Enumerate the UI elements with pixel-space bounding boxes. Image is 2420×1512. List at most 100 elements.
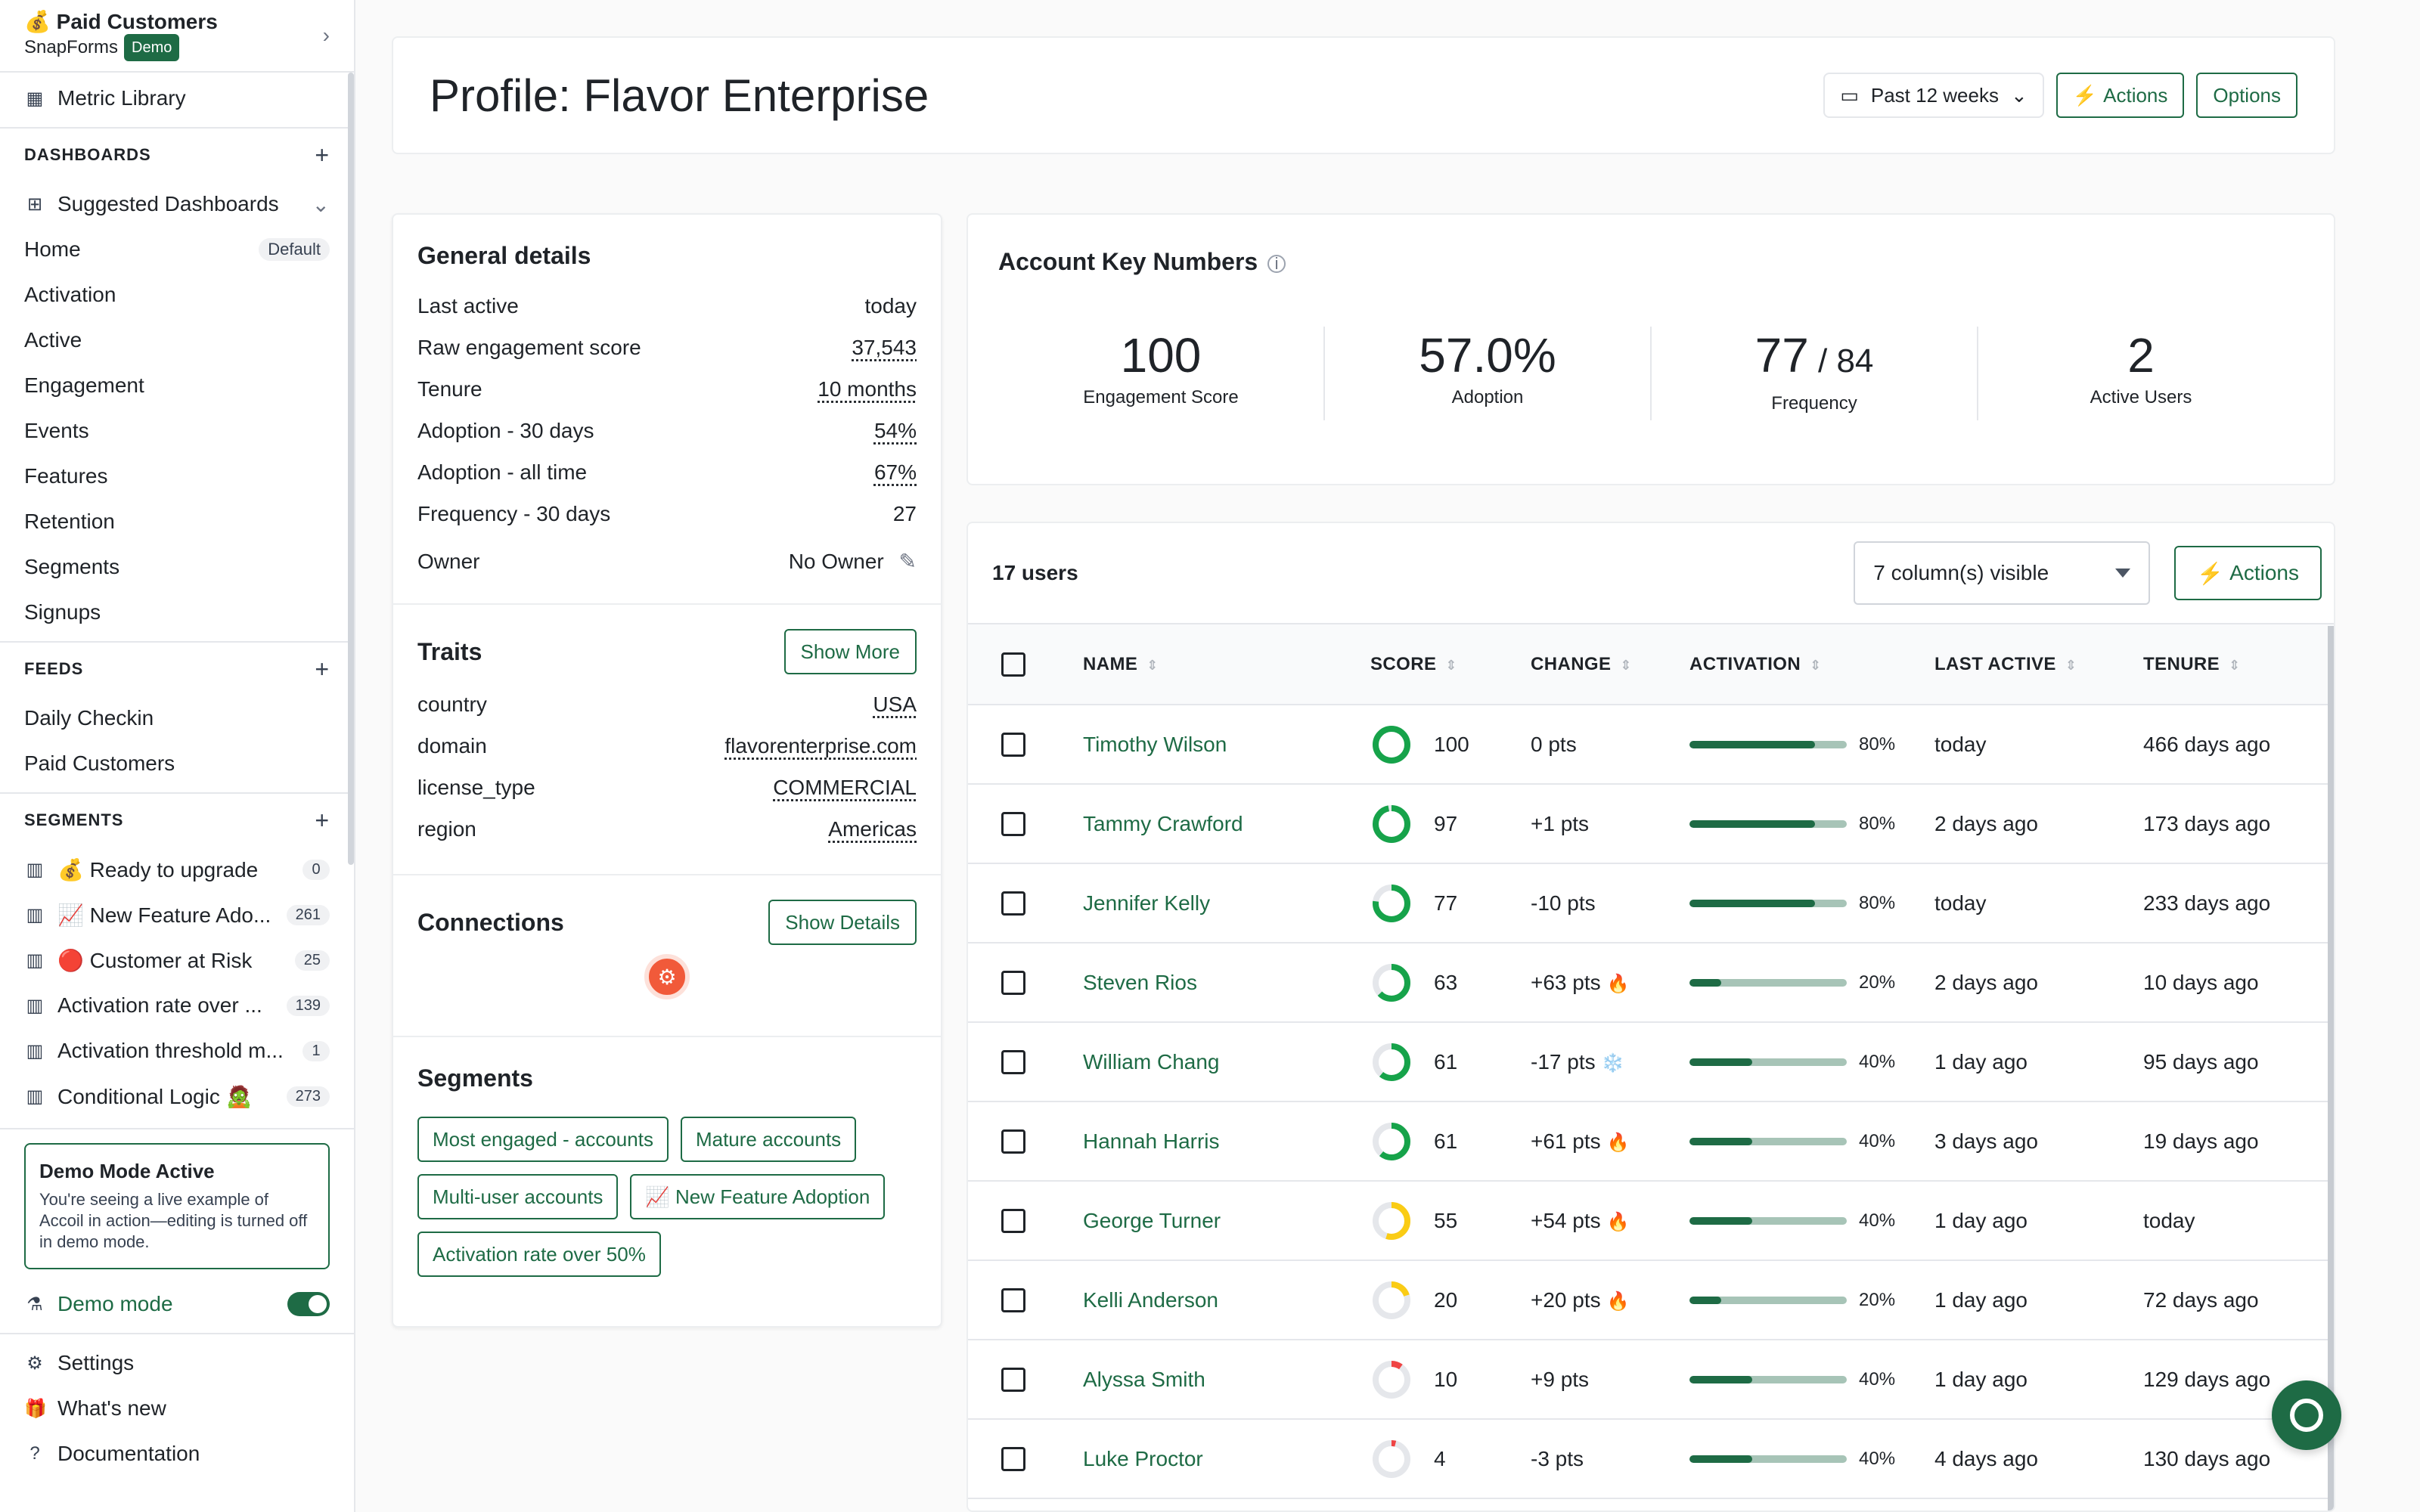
- col-change[interactable]: CHANGE ⇕: [1531, 624, 1689, 705]
- table-scrollbar[interactable]: [2328, 626, 2334, 1510]
- activation-bar: [1689, 1058, 1847, 1066]
- sidebar-item-segment[interactable]: ▥ 📈 New Feature Ado... 261: [0, 892, 354, 937]
- table-row[interactable]: William Chang 61 -17 pts ❄️ 40% 1 day ago 95 d…: [968, 1022, 2334, 1102]
- segments-section-header: SEGMENTS +: [0, 792, 354, 847]
- segment-chip[interactable]: Mature accounts: [680, 1117, 857, 1162]
- sidebar-item-segment[interactable]: ▥ 💰 Ready to upgrade 0: [0, 847, 354, 892]
- row-checkbox[interactable]: [1001, 1447, 1025, 1472]
- hubspot-icon[interactable]: ⚙: [644, 954, 690, 999]
- table-row[interactable]: Kelli Anderson 20 +20 pts 🔥 20% 1 day ago 72 d…: [968, 1260, 2334, 1340]
- segment-chip[interactable]: Activation rate over 50%: [417, 1232, 661, 1277]
- col-last-active[interactable]: LAST ACTIVE ⇕: [1934, 624, 2143, 705]
- workspace-switcher[interactable]: 💰 Paid Customers SnapForms Demo ›: [0, 0, 354, 73]
- demo-mode-toggle[interactable]: [287, 1292, 330, 1316]
- chevron-right-icon: ›: [322, 23, 330, 47]
- sidebar-item-metric-library[interactable]: ▦ Metric Library: [0, 76, 354, 121]
- row-checkbox[interactable]: [1001, 971, 1025, 996]
- table-row[interactable]: Jennifer Kelly 77 -10 pts 80% today 233 days …: [968, 863, 2334, 943]
- segment-chip[interactable]: Most engaged - accounts: [417, 1117, 669, 1162]
- sidebar-item-dashboard[interactable]: Active: [24, 328, 82, 352]
- sidebar-item-feed[interactable]: Daily Checkin: [24, 706, 154, 730]
- sidebar-item-whats-new[interactable]: 🎁 What's new: [24, 1396, 166, 1420]
- user-name-link[interactable]: William Chang: [1083, 1049, 1220, 1074]
- row-checkbox[interactable]: [1001, 1368, 1025, 1393]
- trait-row: domain flavorenterprise.com: [417, 725, 917, 767]
- table-row[interactable]: Luke Proctor 4 -3 pts 40% 4 days ago 130 days…: [968, 1419, 2334, 1499]
- sidebar-item-dashboard[interactable]: Signups: [24, 600, 101, 624]
- segment-chip[interactable]: Multi-user accounts: [417, 1174, 619, 1219]
- sidebar-item-segment[interactable]: ▥ Activation rate over ... 139: [0, 983, 354, 1028]
- key-number: 77 / 84 Frequency: [1652, 327, 1978, 420]
- tenure-value: today: [2143, 1181, 2334, 1261]
- table-row[interactable]: Timothy Wilson 100 0 pts 80% today 466 days a…: [968, 705, 2334, 785]
- detail-row: Last active today: [417, 285, 917, 327]
- date-range-select[interactable]: ▭ Past 12 weeks ⌄: [1823, 73, 2044, 118]
- sidebar-item-dashboard[interactable]: Segments: [24, 555, 120, 578]
- segments-section: Segments Most engaged - accounts Mature a…: [393, 1037, 941, 1301]
- sidebar-scrollbar[interactable]: [348, 73, 354, 865]
- show-details-button[interactable]: Show Details: [768, 900, 917, 945]
- user-name-link[interactable]: Hannah Harris: [1083, 1129, 1220, 1153]
- activation-percent: 40%: [1859, 1368, 1896, 1390]
- sidebar-item-documentation[interactable]: ? Documentation: [0, 1431, 354, 1476]
- sidebar-item-dashboard[interactable]: Retention: [24, 510, 115, 533]
- show-more-button[interactable]: Show More: [783, 629, 917, 674]
- chat-assistant-button[interactable]: [2272, 1380, 2341, 1450]
- sidebar-item-feed[interactable]: Paid Customers: [24, 751, 175, 775]
- row-checkbox[interactable]: [1001, 733, 1025, 758]
- select-all-checkbox[interactable]: [1001, 652, 1025, 677]
- row-checkbox[interactable]: [1001, 1288, 1025, 1313]
- sidebar-item-settings[interactable]: ⚙ Settings: [0, 1340, 354, 1386]
- table-row[interactable]: George Turner 55 +54 pts 🔥 40% 1 day ago today: [968, 1181, 2334, 1261]
- row-checkbox[interactable]: [1001, 891, 1025, 916]
- sidebar-item-segment[interactable]: ▥ Activation threshold m... 1: [0, 1028, 354, 1074]
- sidebar-item-suggested-dashboards[interactable]: ⊞ Suggested Dashboards ⌄: [0, 181, 354, 227]
- header-actions-button[interactable]: ⚡ Actions: [2055, 73, 2185, 118]
- detail-label: Frequency - 30 days: [417, 502, 611, 525]
- user-name-link[interactable]: Steven Rios: [1083, 970, 1197, 994]
- options-button[interactable]: Options: [2196, 73, 2297, 118]
- table-row[interactable]: Steven Rios 63 +63 pts 🔥 20% 2 days ago 10 day…: [968, 943, 2334, 1023]
- edit-pencil-icon[interactable]: ✎: [898, 550, 917, 573]
- sort-icon: ⇕: [1445, 657, 1457, 673]
- key-number-value: 57.0%: [1419, 328, 1556, 383]
- table-row[interactable]: Alyssa Smith 10 +9 pts 40% 1 day ago 129 days…: [968, 1340, 2334, 1420]
- row-checkbox[interactable]: [1001, 1129, 1025, 1154]
- row-checkbox[interactable]: [1001, 812, 1025, 837]
- col-name[interactable]: NAME ⇕: [1083, 624, 1370, 705]
- info-icon[interactable]: i: [1267, 254, 1286, 273]
- row-checkbox[interactable]: [1001, 1209, 1025, 1234]
- col-tenure[interactable]: TENURE ⇕: [2143, 624, 2334, 705]
- sidebar-item-dashboard[interactable]: Features: [24, 464, 108, 488]
- user-name-link[interactable]: Tammy Crawford: [1083, 811, 1243, 835]
- col-activation[interactable]: ACTIVATION ⇕: [1689, 624, 1934, 705]
- sidebar-item-dashboard[interactable]: Home Default: [0, 227, 354, 272]
- sidebar-item-dashboard[interactable]: Activation: [24, 283, 116, 306]
- table-row[interactable]: Tammy Crawford 97 +1 pts 80% 2 days ago 173 d…: [968, 784, 2334, 864]
- user-name-link[interactable]: Jennifer Kelly: [1083, 891, 1211, 915]
- change-value: +54 pts: [1531, 1208, 1601, 1232]
- user-name-link[interactable]: George Turner: [1083, 1208, 1221, 1232]
- add-segment-icon[interactable]: +: [315, 806, 330, 834]
- columns-visible-select[interactable]: 7 column(s) visible: [1854, 541, 2151, 605]
- key-number-suffix: / 84: [1808, 342, 1874, 380]
- user-name-link[interactable]: Alyssa Smith: [1083, 1367, 1205, 1391]
- detail-value: today: [864, 294, 917, 318]
- sidebar-item-segment[interactable]: ▥ 🔴 Customer at Risk 25: [0, 937, 354, 983]
- segment-chip[interactable]: 📈 New Feature Adoption: [630, 1174, 886, 1219]
- row-checkbox[interactable]: [1001, 1050, 1025, 1075]
- score-ring-fill: [1373, 1122, 1410, 1160]
- add-feed-icon[interactable]: +: [315, 655, 330, 683]
- add-dashboard-icon[interactable]: +: [315, 141, 330, 169]
- user-name-link[interactable]: Timothy Wilson: [1083, 732, 1227, 756]
- user-name-link[interactable]: Luke Proctor: [1083, 1446, 1203, 1470]
- sidebar-item-dashboard[interactable]: Engagement: [24, 373, 144, 397]
- col-score[interactable]: SCORE ⇕: [1370, 624, 1531, 705]
- table-row[interactable]: Hannah Harris 61 +61 pts 🔥 40% 3 days ago 19 d…: [968, 1101, 2334, 1182]
- user-name-link[interactable]: Kelli Anderson: [1083, 1287, 1219, 1312]
- sidebar-item-dashboard[interactable]: Events: [24, 419, 89, 442]
- activation-bar-fill: [1689, 899, 1816, 907]
- users-actions-button[interactable]: ⚡ Actions: [2174, 546, 2322, 600]
- sidebar-item-segment[interactable]: ▥ Conditional Logic 🧟 273: [0, 1074, 354, 1119]
- last-active-value: 2 days ago: [1934, 943, 2143, 1023]
